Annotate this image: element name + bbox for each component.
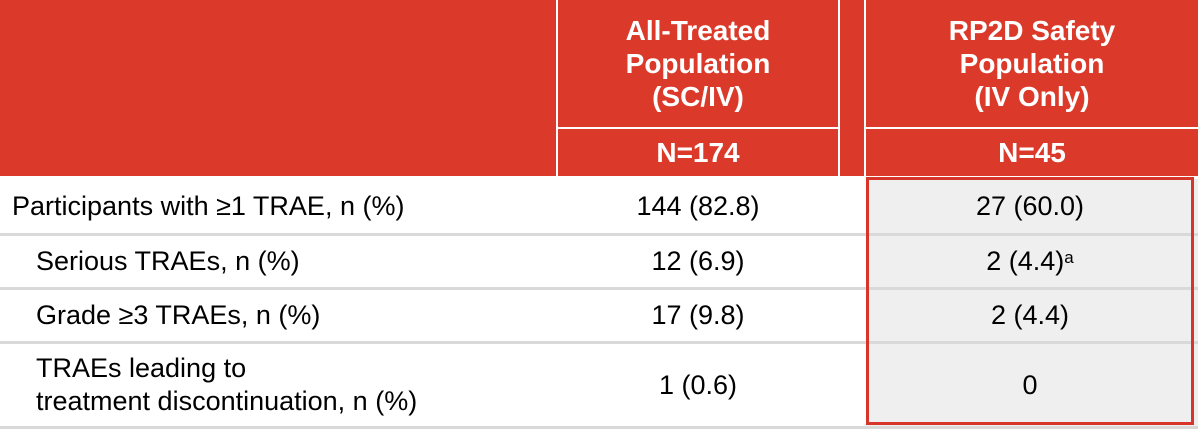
shaded-cell: [866, 236, 1198, 287]
table-row: Participants with ≥1 TRAE, n (%) 144 (82…: [0, 179, 1198, 233]
row-label: TRAEs leading to treatment discontinuati…: [36, 353, 418, 416]
column-n-all-treated: N=174: [558, 129, 838, 176]
column-n-rp2d-safety: N=45: [866, 129, 1198, 176]
shaded-cell: [866, 344, 1198, 426]
cell-rp2d-safety: 0: [1022, 369, 1038, 400]
cell-all-treated: 17 (9.8): [651, 300, 745, 330]
row-divider: [0, 233, 1198, 236]
header-divider: [838, 0, 840, 176]
cell-value: 2 (4.4): [986, 246, 1065, 276]
table-row: Serious TRAEs, n (%) 12 (6.9) 2 (4.4) a: [0, 236, 1198, 287]
header-divider: [864, 0, 866, 176]
cell-all-treated: 144 (82.8): [636, 190, 760, 221]
shaded-cell: [866, 290, 1198, 341]
table-row: Grade ≥3 TRAEs, n (%) 17 (9.8) 2 (4.4): [0, 290, 1198, 341]
row-divider: [0, 287, 1198, 290]
column-header-rp2d-safety: RP2D Safety Population (IV Only): [866, 0, 1198, 127]
cell-rp2d-safety: 2 (4.4) a: [986, 246, 1074, 276]
table-row: TRAEs leading to treatment discontinuati…: [0, 344, 1198, 426]
cell-rp2d-safety: 2 (4.4): [990, 300, 1070, 330]
cell-all-treated: 12 (6.9): [651, 246, 745, 276]
header-blank-cell: [0, 0, 556, 176]
row-divider: [0, 341, 1198, 344]
cell-all-treated: 1 (0.6): [658, 369, 738, 400]
header-divider: [866, 127, 1198, 129]
header-divider: [556, 0, 558, 176]
shaded-cell: [866, 179, 1198, 233]
row-label: Participants with ≥1 TRAE, n (%): [12, 190, 405, 221]
row-divider: [0, 426, 1198, 429]
row-label: Serious TRAEs, n (%): [36, 246, 300, 276]
column-header-all-treated: All-Treated Population (SC/IV): [558, 0, 838, 127]
row-label: Grade ≥3 TRAEs, n (%): [36, 300, 321, 330]
header-divider: [558, 127, 838, 129]
header-gap-cell: [840, 0, 864, 176]
cell-rp2d-safety: 27 (60.0): [975, 190, 1085, 221]
